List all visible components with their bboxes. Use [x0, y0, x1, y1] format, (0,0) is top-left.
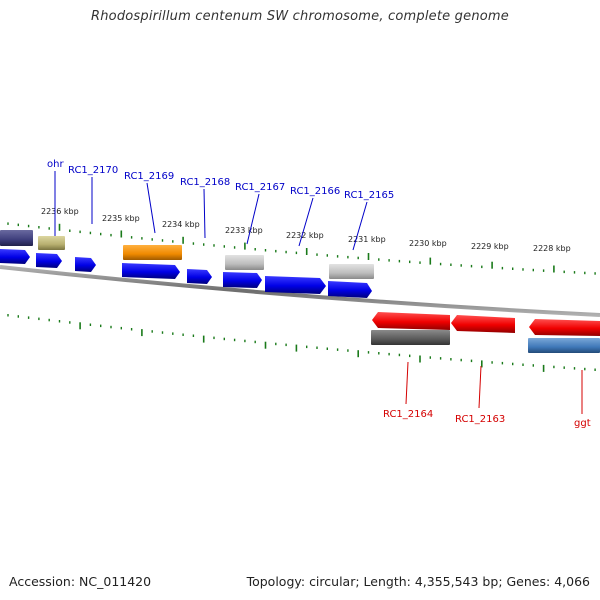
accession-label: Accession:	[9, 574, 76, 589]
gene-arrow-forward-4[interactable]	[122, 263, 180, 279]
gene-block-purple[interactable]	[0, 230, 33, 246]
gene-arrow-forward-5[interactable]	[187, 269, 212, 284]
gene-arrow-forward-7[interactable]	[265, 276, 326, 294]
gene-arrow-reverse-3[interactable]	[529, 319, 600, 336]
scale-label-2234: 2234 kbp	[162, 220, 200, 229]
length-label: Length:	[363, 574, 411, 589]
leader-rc1-2166	[298, 197, 314, 247]
gene-label-rc1-2170[interactable]: RC1_2170	[68, 165, 118, 176]
scale-label-2230: 2230 kbp	[409, 239, 447, 248]
gene-label-rc1-2168[interactable]: RC1_2168	[180, 177, 230, 188]
gene-label-rc1-2163[interactable]: RC1_2163	[455, 414, 505, 425]
chromosome-backbone	[0, 265, 600, 317]
gene-label-ohr[interactable]: ohr	[47, 159, 64, 170]
leader-rc1-2168	[203, 188, 206, 239]
gene-label-ggt[interactable]: ggt	[574, 418, 591, 429]
leader-rc1-2169	[146, 182, 156, 234]
gene-label-rc1-2166[interactable]: RC1_2166	[290, 186, 340, 197]
gene-label-rc1-2167[interactable]: RC1_2167	[235, 182, 285, 193]
genes-label: Genes:	[506, 574, 551, 589]
gene-arrow-forward-3[interactable]	[75, 257, 96, 272]
lower-scale-ticks	[7, 314, 596, 372]
gene-label-rc1-2164[interactable]: RC1_2164	[383, 409, 433, 420]
gene-arrow-forward-6[interactable]	[223, 272, 262, 288]
leader-rc1-2164	[405, 361, 409, 405]
reverse-features-row2	[371, 330, 600, 353]
scale-label-2233: 2233 kbp	[225, 226, 263, 235]
genes-value: 4,066	[554, 574, 590, 589]
gene-block-steelblue[interactable]	[528, 338, 600, 353]
forward-features-row1	[0, 230, 374, 279]
gene-block-darkgray[interactable]	[371, 330, 450, 345]
gene-block-gray-1[interactable]	[225, 255, 264, 270]
scale-label-2236: 2236 kbp	[41, 207, 79, 216]
gene-block-gray-2[interactable]	[329, 264, 374, 279]
genome-info-line: Topology: circular; Length: 4,355,543 bp…	[246, 574, 590, 589]
gene-arrow-forward-8[interactable]	[328, 281, 372, 298]
forward-features-row2	[0, 249, 372, 298]
gene-block-orange[interactable]	[123, 245, 182, 260]
scale-label-2232: 2232 kbp	[286, 231, 324, 240]
length-value: 4,355,543 bp	[414, 574, 499, 589]
upper-scale-ticks	[7, 222, 596, 275]
gene-arrow-reverse-2[interactable]	[451, 315, 515, 333]
reverse-features-row1	[372, 312, 600, 336]
gene-arrow-reverse-1[interactable]	[372, 312, 450, 330]
leader-rc1-2167	[246, 193, 260, 245]
accession-value: NC_011420	[79, 574, 152, 589]
map-title: Rhodospirillum centenum SW chromosome, c…	[91, 9, 509, 24]
leader-rc1-2165	[352, 201, 368, 251]
scale-label-2229: 2229 kbp	[471, 242, 509, 251]
gene-block-khaki[interactable]	[38, 236, 65, 250]
gene-arrow-forward-1[interactable]	[0, 249, 30, 264]
gene-label-rc1-2169[interactable]: RC1_2169	[124, 171, 174, 182]
topology-label: Topology:	[246, 574, 306, 589]
scale-label-2235: 2235 kbp	[102, 214, 140, 223]
gene-arrow-forward-2[interactable]	[36, 253, 62, 268]
scale-label-2228: 2228 kbp	[533, 244, 571, 253]
gene-label-rc1-2165[interactable]: RC1_2165	[344, 190, 394, 201]
accession-line: Accession: NC_011420	[9, 574, 151, 589]
scale-label-2231: 2231 kbp	[348, 235, 386, 244]
topology-value: circular	[309, 574, 356, 589]
leader-rc1-2163	[478, 365, 482, 409]
